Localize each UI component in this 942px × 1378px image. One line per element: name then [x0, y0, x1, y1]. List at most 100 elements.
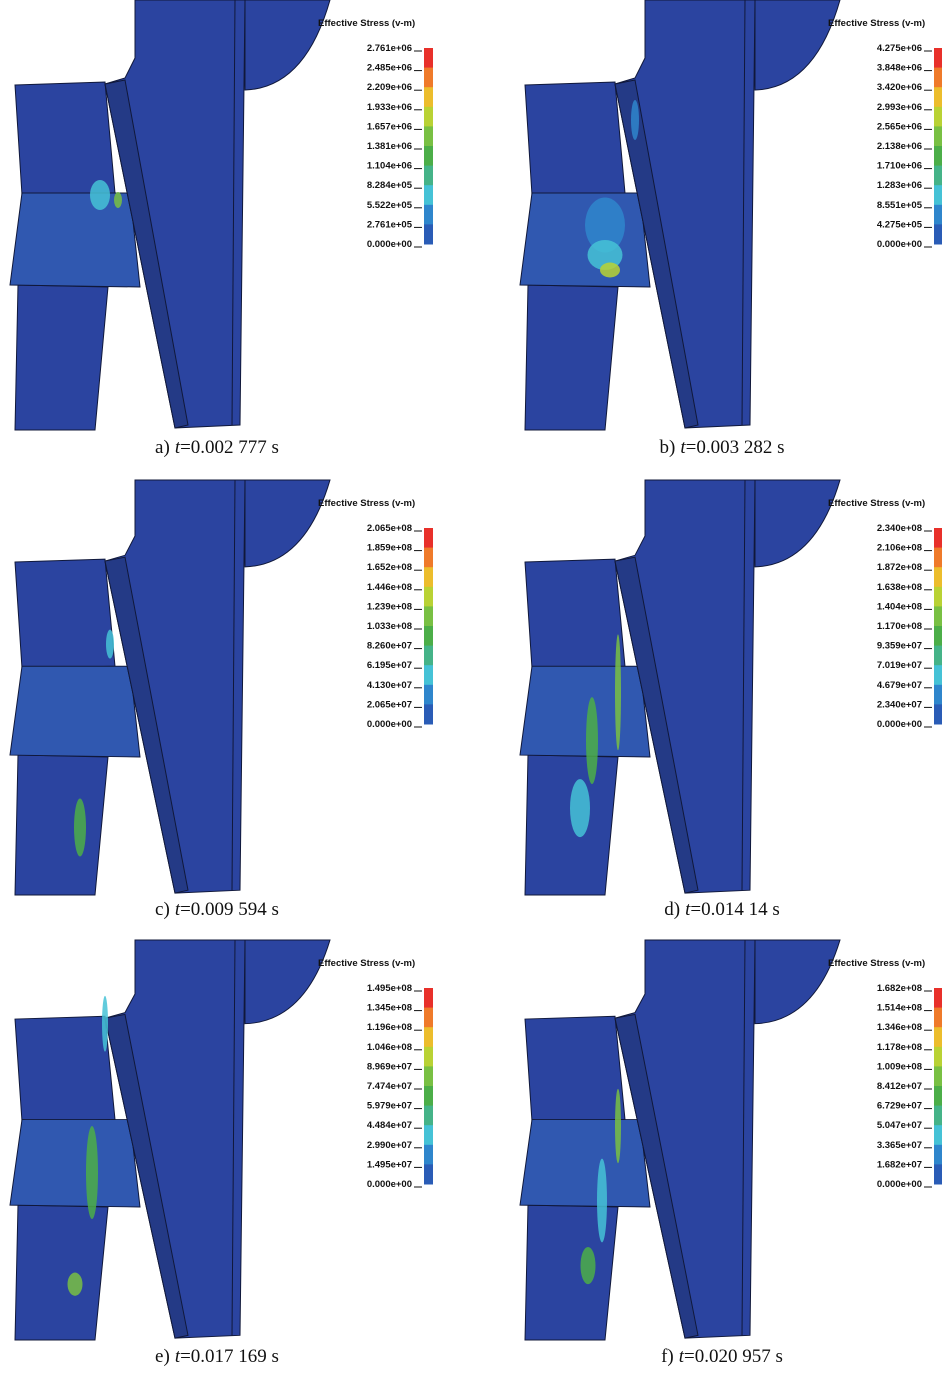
legend-label: 1.046e+08	[367, 1042, 412, 1053]
caption-value: =0.017 169 s	[180, 1346, 279, 1367]
upper-block	[525, 559, 625, 668]
legend-bin	[934, 587, 942, 607]
legend-bin	[424, 107, 433, 127]
legend-label: 1.404e+08	[877, 601, 922, 612]
legend-title: Effective Stress (v-m)	[828, 18, 925, 29]
caption: f)t=0.020 957 s	[661, 1346, 783, 1367]
legend-bin	[424, 587, 433, 607]
legend-label: 7.474e+07	[367, 1081, 412, 1092]
legend-title: Effective Stress (v-m)	[828, 958, 925, 969]
legend-label: 6.729e+07	[877, 1101, 922, 1112]
caption-value: =0.014 14 s	[690, 899, 779, 920]
legend-label: 7.019e+07	[877, 660, 922, 671]
legend-label: 8.969e+07	[367, 1061, 412, 1072]
legend-label: 4.275e+05	[877, 219, 923, 230]
legend-bin	[424, 166, 433, 186]
stress-spot	[615, 634, 621, 750]
disk	[245, 480, 330, 567]
legend-bin	[934, 665, 942, 685]
legend-bin	[934, 567, 942, 587]
model-view	[520, 0, 840, 430]
stress-spot	[68, 1273, 83, 1296]
legend-bin	[934, 185, 942, 205]
upper-block	[525, 82, 625, 195]
legend-bin	[424, 126, 433, 146]
legend-label: 2.565e+06	[877, 121, 922, 132]
model-view	[10, 0, 330, 430]
legend-label: 1.346e+08	[877, 1022, 922, 1033]
legend-label: 1.859e+08	[367, 543, 412, 554]
legend-label: 1.446e+08	[367, 582, 412, 593]
disk	[755, 480, 840, 567]
legend-bin	[424, 1125, 433, 1145]
legend-label: 2.993e+06	[877, 102, 922, 113]
legend-label: 2.065e+07	[367, 699, 412, 710]
legend-label: 1.514e+08	[877, 1003, 922, 1014]
stress-spot	[106, 630, 114, 659]
legend-bin	[424, 146, 433, 166]
model-view	[520, 940, 840, 1340]
model-view	[520, 480, 840, 895]
legend-bin	[424, 1027, 433, 1047]
legend-bin	[424, 528, 433, 548]
caption: a)t=0.002 777 s	[155, 437, 279, 458]
legend-label: 0.000e+00	[877, 1179, 922, 1190]
middle-slab	[520, 1120, 650, 1207]
legend-label: 1.657e+06	[367, 121, 412, 132]
legend-label: 3.848e+06	[877, 63, 922, 74]
page: {"panels": [ {"caption": {"label": "a)",…	[0, 0, 942, 1378]
disk	[755, 940, 840, 1024]
stress-spot	[615, 1089, 621, 1163]
caption-value: =0.003 282 s	[686, 437, 785, 458]
legend-bin	[934, 528, 942, 548]
legend-label: 2.138e+06	[877, 141, 922, 152]
legend-bin	[424, 87, 433, 107]
legend-bin	[424, 185, 433, 205]
caption-label: f)	[661, 1346, 674, 1367]
legend-label: 2.485e+06	[367, 63, 412, 74]
stress-spot	[114, 192, 122, 208]
legend-bin	[934, 224, 942, 244]
caption: c)t=0.009 594 s	[155, 899, 279, 920]
stress-spot	[102, 996, 108, 1052]
panel: Effective Stress (v-m) 1.682e+08 1.514e+08…	[520, 940, 942, 1340]
panel: Effective Stress (v-m)2.065e+081.859e+08…	[10, 480, 433, 895]
stress-spot	[570, 779, 590, 837]
legend-label: 8.260e+07	[367, 641, 412, 652]
legend-label: 2.065e+08	[367, 523, 412, 534]
stress-spot	[581, 1247, 596, 1284]
legend-bin	[424, 548, 433, 568]
legend-bin	[934, 988, 942, 1008]
disk	[755, 0, 840, 90]
legend-bin	[934, 48, 942, 68]
stress-spot	[631, 100, 639, 140]
legend-label: 0.000e+00	[367, 1179, 412, 1190]
legend-label: 1.682e+08	[877, 983, 922, 994]
disk	[245, 940, 330, 1024]
legend-label: 2.761e+06	[367, 43, 412, 54]
caption-value: =0.020 957 s	[684, 1346, 783, 1367]
legend-label: 3.365e+07	[877, 1140, 922, 1151]
stress-spot	[90, 180, 110, 210]
stress-spot	[597, 1159, 607, 1243]
legend-label: 1.682e+07	[877, 1159, 922, 1170]
legend-label: 1.239e+08	[367, 601, 412, 612]
legend-bin	[934, 1027, 942, 1047]
model-view	[10, 480, 330, 895]
legend-bin	[424, 704, 433, 724]
legend-bin	[934, 205, 942, 225]
legend-label: 1.104e+06	[367, 161, 412, 172]
middle-slab	[520, 193, 650, 287]
legend-bin	[424, 224, 433, 244]
legend-bin	[934, 1164, 942, 1184]
legend-label: 4.275e+06	[877, 43, 922, 54]
lower-leg	[525, 285, 618, 430]
legend-bin	[934, 1047, 942, 1067]
lower-leg	[15, 285, 108, 430]
legend-label: 1.495e+07	[367, 1159, 412, 1170]
legend-label: 1.178e+08	[877, 1042, 922, 1053]
legend-label: 9.359e+07	[877, 641, 922, 652]
legend-bin	[424, 665, 433, 685]
legend-bin	[934, 87, 942, 107]
legend-label: 1.381e+06	[367, 141, 412, 152]
